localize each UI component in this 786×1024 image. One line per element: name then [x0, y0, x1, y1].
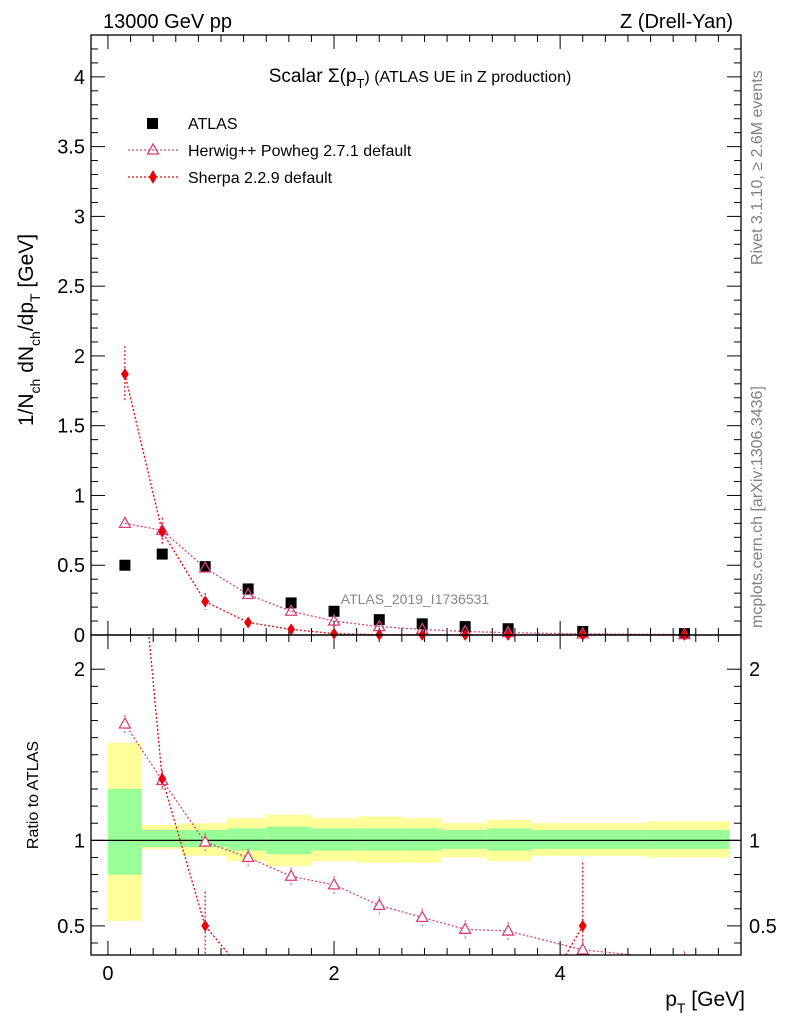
y-tick-label-ratio-right: 1	[749, 830, 760, 852]
ratio-axes: 0 2 4 0.5 0.5 1 1 2 2	[57, 635, 777, 985]
ratio-band-inner	[226, 828, 267, 851]
rivet-label: Rivet 3.1.10, ≥ 2.6M events	[749, 70, 766, 265]
ratio-series	[118, 635, 686, 955]
ratio-band-inner	[486, 828, 532, 851]
herwig-ratio-line	[124, 723, 641, 955]
legend-sherpa-marker	[149, 170, 157, 184]
x-axis-title: pT [GeV]	[665, 988, 745, 1016]
x-tick-label: 0	[102, 963, 113, 985]
herwig-ratio-point	[415, 910, 429, 923]
y-axis-title: 1/Nch dNch/dpT [GeV]	[15, 234, 43, 426]
x-tick-label: 2	[328, 963, 339, 985]
ratio-bands	[91, 742, 741, 921]
mcplots-label: mcplots.cern.ch [arXiv:1306.3436]	[749, 386, 766, 628]
sherpa-ratio-point	[578, 919, 587, 932]
y-tick-label-ratio: 2	[74, 659, 85, 681]
herwig-ratio-point	[284, 868, 298, 881]
herwig-point	[118, 516, 132, 529]
y-tick-label-main: 2.5	[57, 276, 85, 298]
legend-herwig-label: Herwig++ Powheg 2.7.1 default	[188, 143, 412, 160]
legend: ATLAS Herwig++ Powheg 2.7.1 default Sher…	[128, 116, 412, 187]
legend-sherpa-label: Sherpa 2.2.9 default	[188, 170, 333, 187]
legend-atlas-marker	[147, 118, 158, 129]
y-tick-label-main: 2	[74, 346, 85, 368]
y-tick-label-main: 0.5	[57, 555, 85, 577]
sherpa-point	[201, 595, 210, 608]
herwig-point	[198, 560, 212, 573]
ratio-band-inner	[441, 830, 487, 849]
y-tick-label-main: 3.5	[57, 137, 85, 159]
herwig-ratio-point	[576, 942, 590, 955]
herwig-ratio-point	[327, 877, 341, 890]
sherpa-ratio-line	[148, 635, 231, 955]
y-tick-label-ratio: 1	[74, 830, 85, 852]
y-tick-label-ratio-right: 0.5	[749, 916, 777, 938]
main-axes: 0 0.5 1 1.5 2 2.5 3 3.5 4	[57, 35, 741, 647]
herwig-ratio-point	[198, 834, 212, 847]
herwig-ratio-point	[501, 923, 515, 936]
legend-atlas-label: ATLAS	[188, 116, 238, 133]
atlas-point	[328, 605, 340, 617]
ratio-band-inner	[311, 828, 357, 851]
atlas-point	[156, 548, 168, 560]
ratio-band-inner	[356, 828, 402, 851]
herwig-point	[284, 603, 298, 616]
herwig-point	[327, 613, 341, 626]
sherpa-ratio-point	[158, 772, 167, 785]
energy-label: 13000 GeV pp	[103, 11, 232, 33]
atlas-point	[285, 597, 297, 609]
x-tick-label: 4	[555, 963, 566, 985]
ratio-band-inner	[531, 830, 645, 849]
ratio-y-axis-title: Ratio to ATLAS	[25, 741, 42, 849]
plot-title: Scalar Σ(pT) (ATLAS UE in Z production)	[269, 66, 572, 91]
ratio-frame	[90, 634, 742, 956]
sherpa-point	[158, 525, 167, 538]
ratio-band-inner	[401, 828, 442, 851]
herwig-ratio-point	[118, 716, 132, 729]
sherpa-point	[330, 627, 339, 640]
ratio-series-inner	[118, 635, 686, 955]
ratio-band-inner	[141, 830, 182, 848]
y-tick-label-main: 1.5	[57, 416, 85, 438]
atlas-point	[502, 623, 514, 635]
herwig-point	[241, 587, 255, 600]
y-tick-label-main: 3	[74, 206, 85, 228]
ratio-band-inner	[107, 789, 142, 875]
atlas-point	[199, 561, 211, 573]
legend-herwig-marker	[146, 142, 160, 155]
sherpa-point	[120, 368, 129, 381]
y-tick-label-main: 4	[74, 67, 85, 89]
herwig-ratio-point	[372, 898, 386, 911]
process-label: Z (Drell-Yan)	[620, 11, 733, 33]
y-tick-label-ratio: 0.5	[57, 916, 85, 938]
herwig-line	[124, 522, 685, 636]
y-tick-label-ratio-right: 2	[749, 659, 760, 681]
y-tick-label-main: 1	[74, 485, 85, 507]
ratio-band-inner	[644, 830, 730, 849]
herwig-ratio-point	[241, 850, 255, 863]
sherpa-ratio-segment	[565, 925, 584, 955]
analysis-watermark: ATLAS_2019_I1736531	[341, 591, 490, 607]
sherpa-point	[244, 616, 253, 629]
sherpa-point	[287, 623, 296, 636]
y-tick-label-main: 0	[74, 625, 85, 647]
herwig-ratio-point	[458, 921, 472, 934]
atlas-point	[119, 559, 131, 571]
sherpa-ratio-point	[201, 919, 210, 932]
